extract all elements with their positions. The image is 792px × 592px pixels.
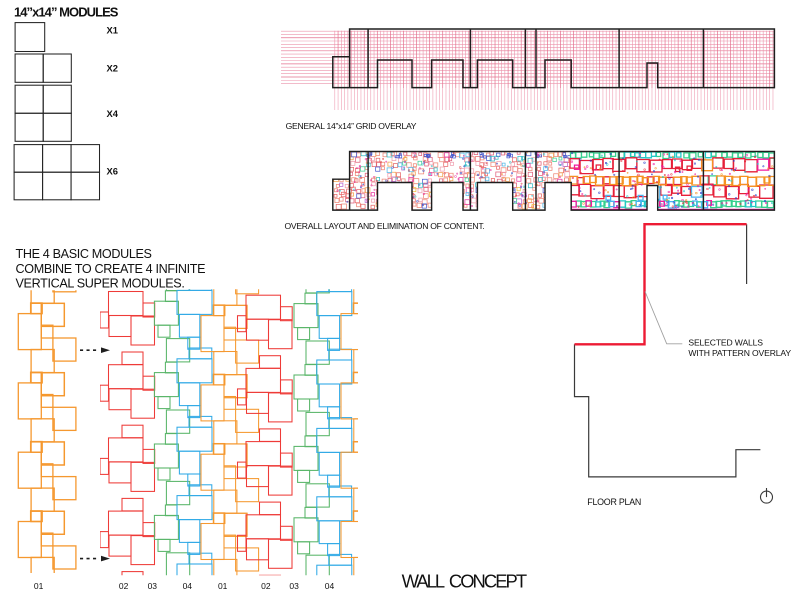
svg-text:SELECTED WALLS: SELECTED WALLS <box>688 338 763 348</box>
svg-text:01: 01 <box>34 581 44 591</box>
svg-text:02: 02 <box>261 581 271 591</box>
svg-text:04: 04 <box>325 581 335 591</box>
svg-text:WALL CONCEPT: WALL CONCEPT <box>402 571 527 592</box>
svg-text:03: 03 <box>148 581 158 591</box>
svg-text:COMBINE TO CREATE 4 INFINITE: COMBINE TO CREATE 4 INFINITE <box>16 262 206 276</box>
svg-text:04: 04 <box>183 581 193 591</box>
svg-text:VERTICAL SUPER MODULES.: VERTICAL SUPER MODULES. <box>16 276 185 290</box>
svg-text:WITH PATTERN OVERLAY: WITH PATTERN OVERLAY <box>688 348 791 358</box>
svg-text:OVERALL LAYOUT AND ELIMINATION: OVERALL LAYOUT AND ELIMINATION OF CONTEN… <box>285 221 485 231</box>
svg-text:THE 4 BASIC MODULES: THE 4 BASIC MODULES <box>16 247 152 261</box>
svg-text:14”x14” MODULES: 14”x14” MODULES <box>14 5 119 20</box>
svg-text:X4: X4 <box>107 108 119 119</box>
svg-text:02: 02 <box>119 581 129 591</box>
svg-text:GENERAL 14”x14” GRID OVERLAY: GENERAL 14”x14” GRID OVERLAY <box>286 121 417 131</box>
svg-text:01: 01 <box>218 581 228 591</box>
svg-text:X6: X6 <box>107 166 118 177</box>
svg-text:FLOOR PLAN: FLOOR PLAN <box>587 497 641 507</box>
svg-text:03: 03 <box>289 581 299 591</box>
svg-text:X2: X2 <box>107 63 118 74</box>
svg-text:X1: X1 <box>107 25 118 36</box>
